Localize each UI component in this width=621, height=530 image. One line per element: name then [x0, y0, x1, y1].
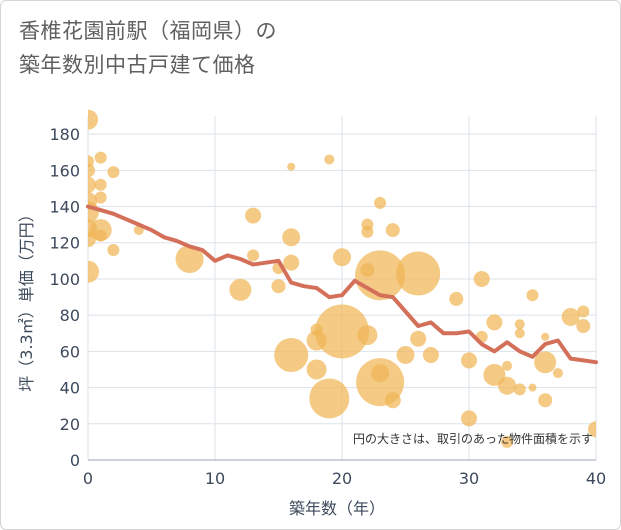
data-bubble — [245, 207, 262, 224]
y-tick-label: 120 — [49, 234, 80, 253]
bubble-layer — [88, 109, 596, 448]
data-bubble — [449, 291, 464, 306]
data-bubble — [374, 196, 387, 209]
data-bubble — [107, 243, 120, 256]
y-tick-label: 0 — [70, 451, 80, 470]
data-bubble — [552, 368, 563, 379]
y-tick-label: 60 — [60, 342, 80, 361]
data-bubble — [175, 245, 204, 274]
size-note: 円の大きさは、取引のあった物件面積を示す — [353, 431, 593, 446]
y-tick-label: 140 — [49, 198, 80, 217]
data-bubble — [502, 360, 513, 371]
y-tick-label: 40 — [60, 379, 80, 398]
data-bubble — [315, 304, 369, 359]
x-tick-label: 0 — [83, 469, 93, 488]
data-bubble — [461, 410, 477, 427]
data-bubble — [88, 260, 99, 283]
data-bubble — [282, 228, 301, 247]
data-bubble — [513, 383, 526, 396]
y-tick-label: 180 — [49, 125, 80, 144]
data-bubble — [577, 305, 590, 318]
x-tick-label: 40 — [586, 469, 606, 488]
x-tick-label: 10 — [205, 469, 225, 488]
x-axis-title: 築年数（年） — [289, 499, 385, 518]
data-bubble — [528, 383, 537, 392]
data-bubble — [561, 307, 580, 326]
data-bubble — [486, 314, 503, 331]
y-tick-label: 20 — [60, 415, 80, 434]
data-bubble — [107, 166, 120, 179]
data-bubble — [247, 249, 260, 262]
trend-layer — [86, 204, 598, 365]
data-bubble — [498, 376, 517, 395]
tick-layer: 0 20 40 60 80 100 120 140 160 180 0 10 20 30 40 — [49, 125, 606, 488]
data-bubble — [283, 254, 300, 271]
data-bubble — [371, 364, 390, 383]
data-bubble — [385, 223, 400, 238]
data-bubble — [271, 279, 286, 294]
data-bubble — [588, 421, 596, 438]
data-bubble — [88, 109, 98, 130]
chart-title: 香椎花園前駅（福岡県）の 築年数別中古戸建て価格 — [19, 14, 277, 82]
data-bubble — [396, 251, 441, 296]
data-bubble — [526, 289, 539, 302]
chart-title-line-1: 香椎花園前駅（福岡県）の — [19, 19, 277, 43]
y-tick-label: 80 — [60, 306, 80, 325]
data-bubble — [461, 352, 477, 369]
data-bubble — [324, 154, 335, 165]
data-bubble — [384, 392, 401, 409]
y-tick-label: 100 — [49, 270, 80, 289]
data-bubble — [88, 176, 96, 193]
data-bubble — [541, 332, 550, 341]
y-tick-label: 160 — [49, 161, 80, 180]
x-tick-label: 30 — [459, 469, 479, 488]
data-bubble — [501, 435, 514, 448]
data-bubble — [514, 319, 525, 330]
data-bubble — [274, 337, 309, 372]
data-bubble — [357, 325, 378, 346]
data-bubble — [473, 270, 490, 287]
data-bubble — [306, 359, 327, 380]
data-bubble — [94, 229, 107, 242]
data-bubble — [287, 162, 296, 171]
data-bubble — [422, 346, 439, 363]
chart-title-line-2: 築年数別中古戸建て価格 — [19, 53, 256, 77]
data-bubble — [88, 163, 95, 178]
data-bubble — [576, 319, 591, 334]
x-tick-label: 20 — [332, 469, 352, 488]
data-bubble — [514, 328, 525, 339]
y-axis-title: 坪（3.3㎡）単価（万円） — [17, 206, 36, 391]
data-bubble — [94, 151, 107, 164]
data-bubble — [94, 191, 107, 204]
data-bubble — [309, 378, 350, 419]
data-bubble — [94, 178, 107, 191]
data-bubble — [538, 393, 553, 408]
trend-line — [86, 204, 598, 365]
data-bubble — [229, 278, 252, 301]
data-bubble — [396, 345, 415, 364]
data-bubble — [410, 330, 427, 347]
data-bubble — [361, 225, 374, 238]
data-bubble — [534, 351, 557, 374]
data-bubble — [333, 248, 351, 267]
